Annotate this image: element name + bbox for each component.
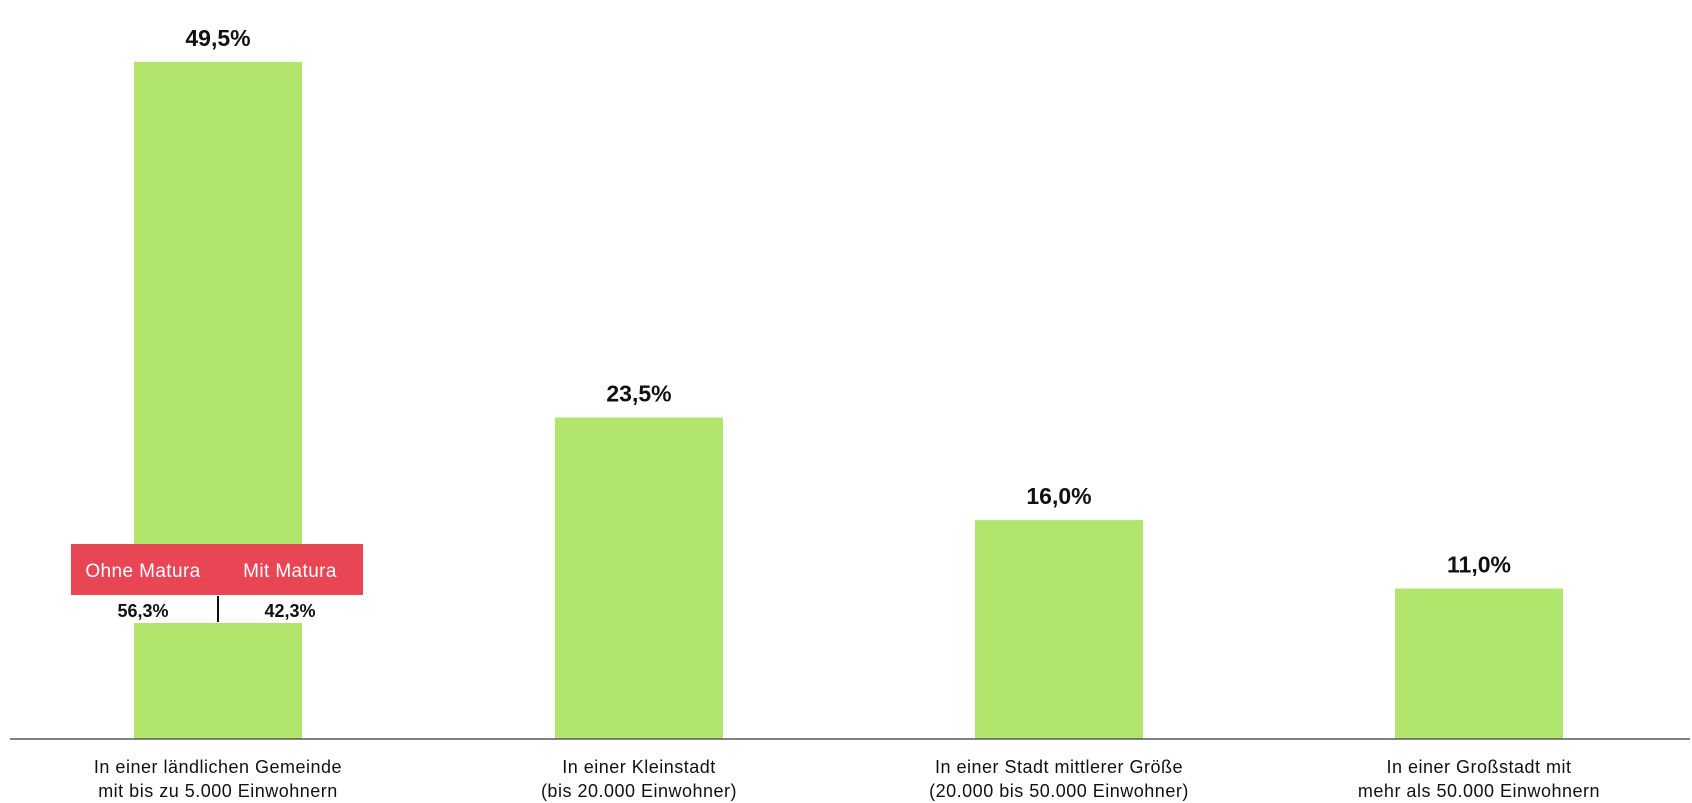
category-labels-layer: In einer ländlichen Gemeinde mit bis zu 5… [94, 757, 1600, 801]
bar-4 [1395, 588, 1563, 739]
matura-inset: Ohne Matura Mit Matura 56,3% 42,3% [71, 544, 363, 623]
category-label-2-line-2: (bis 20.000 Einwohner) [541, 781, 737, 801]
category-label-3-line-1: In einer Stadt mittlerer Größe [935, 757, 1183, 777]
inset-value-mit-matura: 42,3% [264, 601, 315, 621]
bar-value-label-3: 16,0% [1026, 483, 1091, 509]
category-label-1-line-1: In einer ländlichen Gemeinde [94, 757, 342, 777]
bar-value-label-1: 49,5% [185, 25, 250, 51]
inset-header-mit-matura: Mit Matura [243, 561, 337, 582]
bar-value-label-4: 11,0% [1447, 552, 1511, 578]
bar-1 [134, 61, 302, 739]
bar-2 [555, 417, 723, 739]
bar-value-label-2: 23,5% [606, 381, 671, 407]
value-labels-layer: 49,5% 23,5% 16,0% 11,0% [185, 25, 1511, 578]
category-label-3-line-2: (20.000 bis 50.000 Einwohner) [929, 781, 1189, 801]
category-label-4-line-2: mehr als 50.000 Einwohnern [1358, 781, 1600, 801]
inset-header-band [71, 544, 363, 595]
inset-value-ohne-matura: 56,3% [117, 601, 168, 621]
category-label-2-line-1: In einer Kleinstadt [562, 757, 716, 777]
category-label-1-line-2: mit bis zu 5.000 Einwohnern [98, 781, 338, 801]
inset-header-ohne-matura: Ohne Matura [85, 561, 200, 582]
category-label-4-line-1: In einer Großstadt mit [1386, 757, 1571, 777]
bar-3 [975, 520, 1143, 739]
bars-layer [134, 61, 1563, 739]
